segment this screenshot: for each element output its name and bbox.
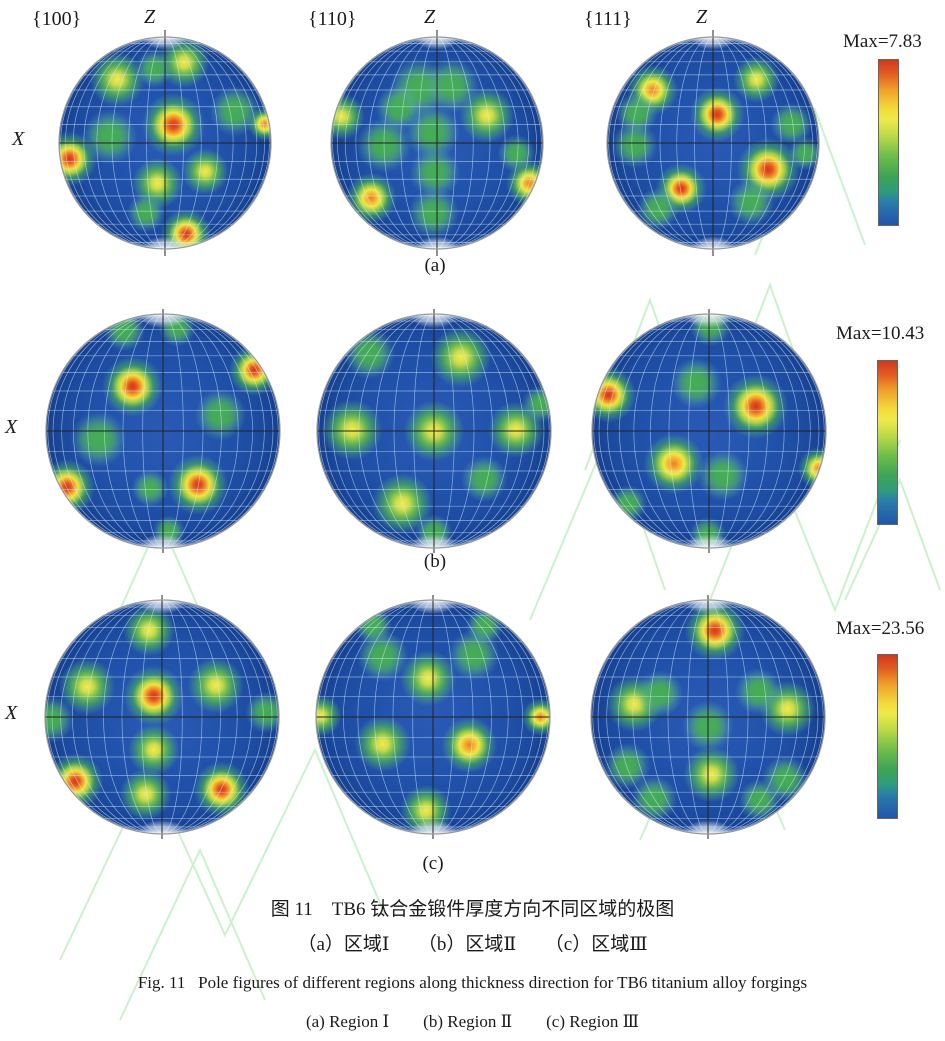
pole-figure-b-111 (587, 309, 831, 553)
pole-figure-a-100 (45, 23, 285, 263)
pole-figure-b-110 (312, 309, 556, 553)
pole-figure-svg (330, 30, 544, 256)
max-value-label-c: Max=23.56 (836, 618, 925, 639)
row-label-c: (c) (422, 853, 444, 874)
row-label-a: (a) (424, 255, 446, 276)
row-label-b: (b) (423, 551, 447, 572)
caption-zh-title: 图 11 TB6 钛合金锻件厚度方向不同区域的极图 (270, 899, 675, 920)
pole-figure-svg (606, 30, 820, 256)
z-axis-label: Z (424, 6, 436, 28)
miller-label-100: {100} (32, 8, 82, 30)
x-axis-label: X (5, 702, 18, 724)
max-value-label-a: Max=7.83 (843, 31, 922, 52)
caption-en-title: Fig. 11 Pole figures of different region… (137, 973, 808, 992)
caption-zh-subcaption: （a）区域Ⅰ （b）区域Ⅱ （c）区域Ⅲ (297, 934, 648, 955)
pole-figure-c-111 (586, 595, 830, 839)
pole-figure-c-110 (311, 595, 555, 839)
pole-figure-svg (58, 30, 272, 256)
pole-figure-svg (45, 309, 281, 553)
watermark-stroke (59, 747, 386, 961)
miller-label-110: {110} (308, 8, 357, 30)
pole-figure-svg (591, 309, 827, 553)
x-axis-label: X (5, 416, 18, 438)
watermark-stroke (844, 477, 941, 601)
pole-figure-b-100 (41, 309, 285, 553)
colorbar-b (877, 360, 898, 525)
caption-en-subcaption: (a) Region Ⅰ (b) Region Ⅱ (c) Region Ⅲ (305, 1012, 640, 1031)
pole-figure-c-100 (40, 595, 284, 839)
pole-figure-svg (44, 595, 280, 839)
pole-figure-svg (315, 595, 551, 839)
watermark-stroke (119, 847, 266, 1021)
miller-label-111: {111} (584, 8, 632, 30)
colorbar-c (877, 654, 898, 819)
z-axis-label: Z (696, 6, 708, 28)
x-axis-label: X (12, 128, 25, 150)
colorbar-a (878, 59, 899, 226)
pole-figure-a-111 (593, 23, 833, 263)
pole-figure-a-110 (317, 23, 557, 263)
pole-figure-svg (316, 309, 552, 553)
max-value-label-b: Max=10.43 (836, 323, 925, 344)
pole-figure-svg (590, 595, 826, 839)
z-axis-label: Z (144, 6, 156, 28)
